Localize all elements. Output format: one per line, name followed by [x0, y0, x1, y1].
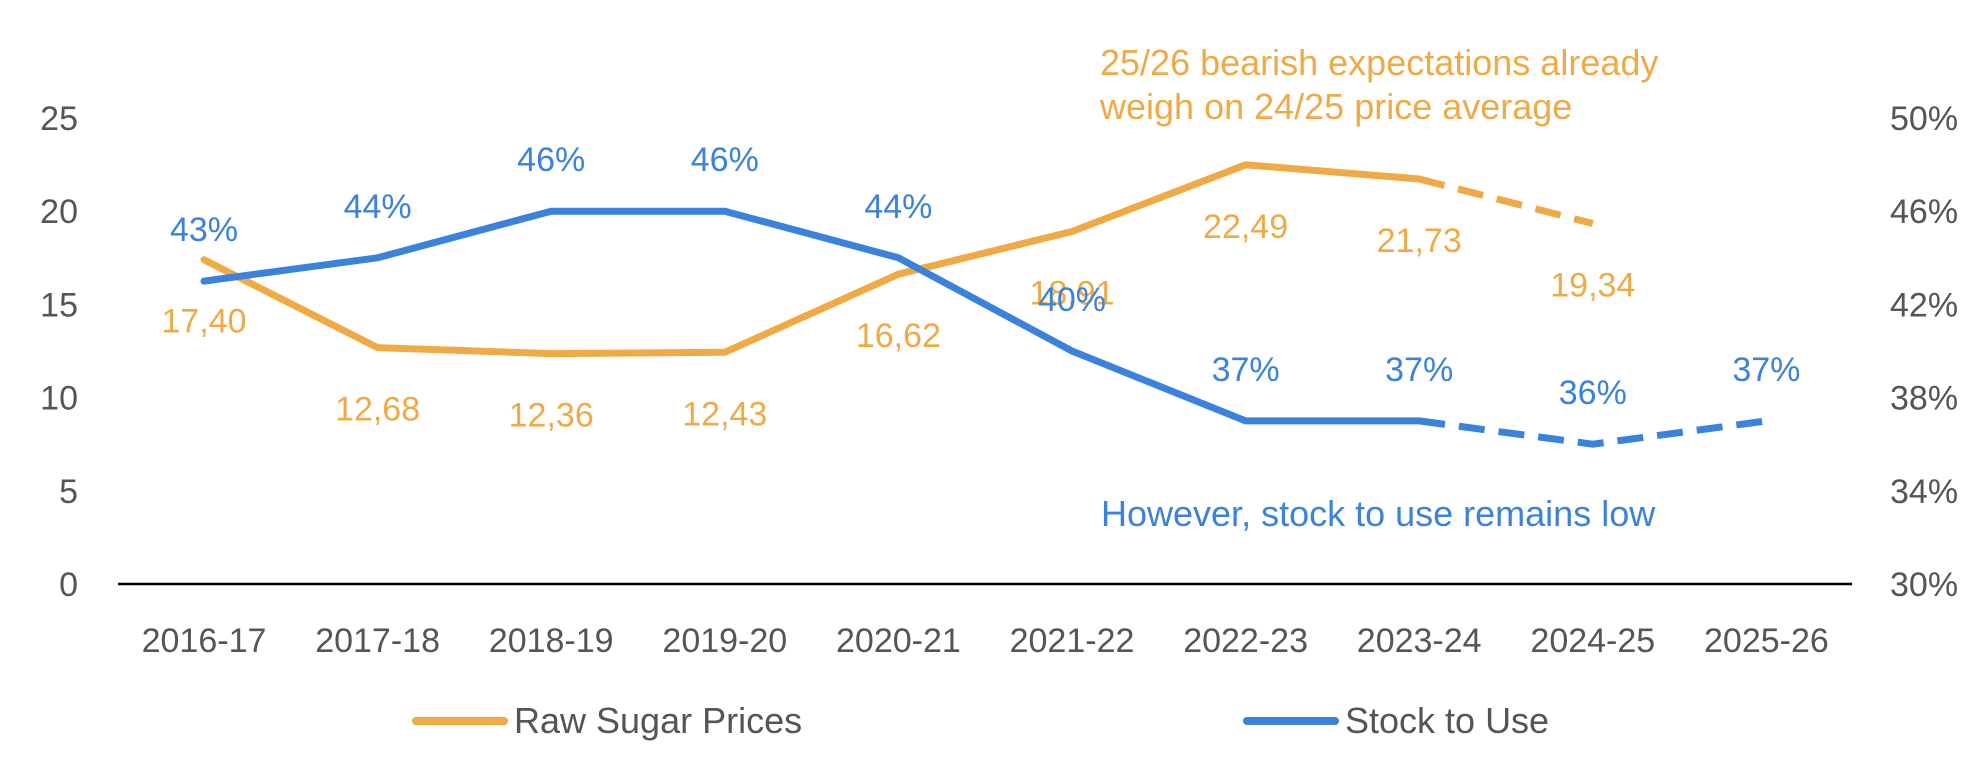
stock-data-label: 37%: [1212, 351, 1280, 389]
price-data-label: 12,43: [682, 395, 767, 433]
price-data-label: 12,68: [335, 391, 420, 429]
y-right-tick-label: 42%: [1890, 286, 1958, 324]
x-tick-label: 2016-17: [142, 622, 267, 660]
x-tick-label: 2023-24: [1357, 622, 1482, 660]
price-data-label: 17,40: [161, 303, 246, 341]
stock-data-label: 37%: [1732, 351, 1800, 389]
stock-data-label: 46%: [691, 141, 759, 179]
x-tick-label: 2017-18: [315, 622, 440, 660]
x-tick-label: 2025-26: [1704, 622, 1829, 660]
x-tick-label: 2024-25: [1530, 622, 1655, 660]
series-lines: [200, 161, 1767, 448]
price-data-label: 12,36: [509, 397, 594, 435]
y-left-tick-label: 25: [40, 100, 78, 138]
price-data-label: 19,34: [1550, 267, 1635, 305]
x-tick-label: 2022-23: [1183, 622, 1308, 660]
series-line-dashed: [1418, 417, 1767, 448]
y-right-tick-label: 46%: [1890, 193, 1958, 231]
y-right-tick-label: 50%: [1890, 100, 1958, 138]
y-left-tick-label: 10: [40, 380, 78, 418]
y-right-tick-label: 34%: [1890, 473, 1958, 511]
annotation-price: 25/26 bearish expectations already: [1100, 42, 1658, 83]
stock-data-label: 40%: [1038, 281, 1106, 319]
y-right-tick-label: 38%: [1890, 380, 1958, 418]
stock-data-label: 44%: [344, 188, 412, 226]
y-left-tick-label: 20: [40, 193, 78, 231]
stock-data-label: 36%: [1559, 374, 1627, 412]
stock-data-label: 37%: [1385, 351, 1453, 389]
legend-label: Raw Sugar Prices: [514, 700, 802, 741]
series-line-solid: [200, 207, 1423, 425]
x-tick-label: 2018-19: [489, 622, 614, 660]
stock-data-label: 46%: [517, 141, 585, 179]
y-left-tick-label: 15: [40, 286, 78, 324]
price-data-label: 16,62: [856, 317, 941, 355]
price-data-label: 18,91: [1029, 275, 1114, 313]
legend-label: Stock to Use: [1345, 700, 1549, 741]
x-tick-label: 2020-21: [836, 622, 961, 660]
stock-data-label: 44%: [864, 188, 932, 226]
price-data-label: 22,49: [1203, 208, 1288, 246]
y-right-tick-label: 30%: [1890, 566, 1958, 604]
price-data-label: 21,73: [1377, 222, 1462, 260]
legend: Raw Sugar Prices Stock to Use: [412, 700, 1549, 741]
annotation-price: weigh on 24/25 price average: [1099, 86, 1572, 127]
x-tick-label: 2021-22: [1010, 622, 1135, 660]
annotation-stock: However, stock to use remains low: [1101, 493, 1656, 534]
annotations: 25/26 bearish expectations alreadyweigh …: [1099, 42, 1658, 534]
data-labels: 17,40 12,68 12,36 12,43 16,62 18,91 22,49 21,73…: [161, 141, 1800, 434]
axes: 0 5 10 15 20 25 30% 34% 38% 42% 46% 50% 2016-17 2017-…: [40, 100, 1958, 660]
y-left-tick-label: 5: [59, 473, 78, 511]
series-line-dashed: [1418, 175, 1594, 227]
stock-data-label: 43%: [170, 211, 238, 249]
y-left-tick-label: 0: [59, 566, 78, 604]
series-line-solid: [200, 161, 1423, 358]
x-tick-label: 2019-20: [662, 622, 787, 660]
